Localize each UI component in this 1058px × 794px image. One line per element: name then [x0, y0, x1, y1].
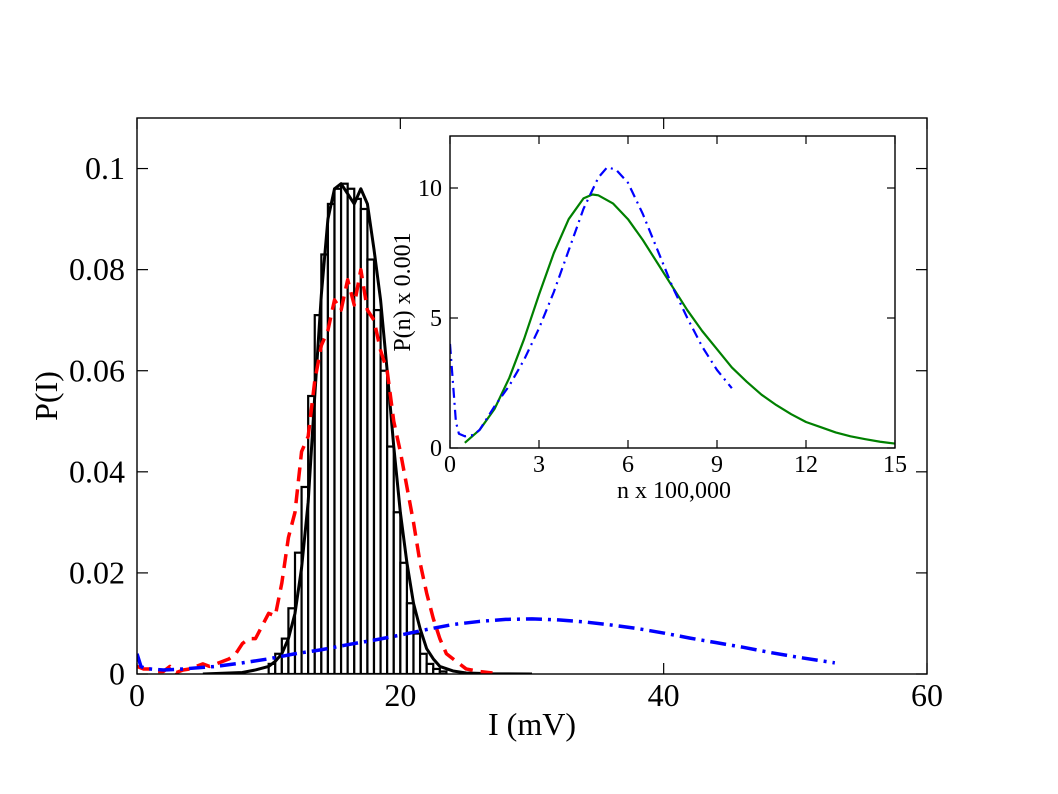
main-histogram: [267, 182, 448, 674]
main-y-tick-label: 0.1: [85, 150, 125, 186]
inset-y-tick-label: 10: [418, 176, 442, 202]
main-x-tick-label: 0: [129, 677, 145, 713]
main-series-line-2: [137, 267, 493, 674]
main-y-tick-label: 0.08: [69, 251, 125, 287]
inset-x-tick-label: 9: [711, 452, 723, 478]
inset-background: [450, 136, 895, 448]
main-series-line-3: [137, 617, 836, 672]
inset-x-tick-label: 0: [444, 452, 456, 478]
inset-x-tick-label: 15: [883, 452, 907, 478]
main-y-tick-label: 0: [109, 656, 125, 692]
inset-x-tick-label: 3: [533, 452, 545, 478]
inset-plot: 0 3 6 9 12 15 0 5 10 n x 100,000 P(n) x 0.001: [390, 135, 907, 504]
inset-series-line-0: [464, 193, 895, 445]
main-plot-frame: [136, 117, 928, 675]
main-series-group: [137, 182, 836, 674]
inset-ticks: 0 3 6 9 12 15 0 5 10: [418, 136, 907, 478]
main-x-tick-label: 20: [384, 677, 416, 713]
inset-plot-frame: [449, 135, 896, 449]
inset-x-tick-label: 6: [622, 452, 634, 478]
inset-y-tick-label: 0: [430, 436, 442, 462]
inset-y-tick-label: 5: [430, 306, 442, 332]
main-y-tick-label: 0.02: [69, 554, 125, 590]
inset-x-tick-label: 12: [794, 452, 818, 478]
inset-series-group: [450, 166, 895, 445]
main-x-tick-label: 40: [648, 677, 680, 713]
inset-x-axis-label: n x 100,000: [617, 478, 731, 504]
inset-y-axis-label: P(n) x 0.001: [390, 232, 416, 351]
main-series-line-1: [202, 182, 533, 674]
main-x-tick-label: 60: [911, 677, 943, 713]
main-y-axis-label: P(I): [28, 371, 64, 421]
main-y-tick-label: 0.04: [69, 453, 125, 489]
main-x-axis-label: I (mV): [488, 706, 576, 742]
main-y-tick-label: 0.06: [69, 352, 125, 388]
inset-series-line-1: [450, 166, 733, 438]
